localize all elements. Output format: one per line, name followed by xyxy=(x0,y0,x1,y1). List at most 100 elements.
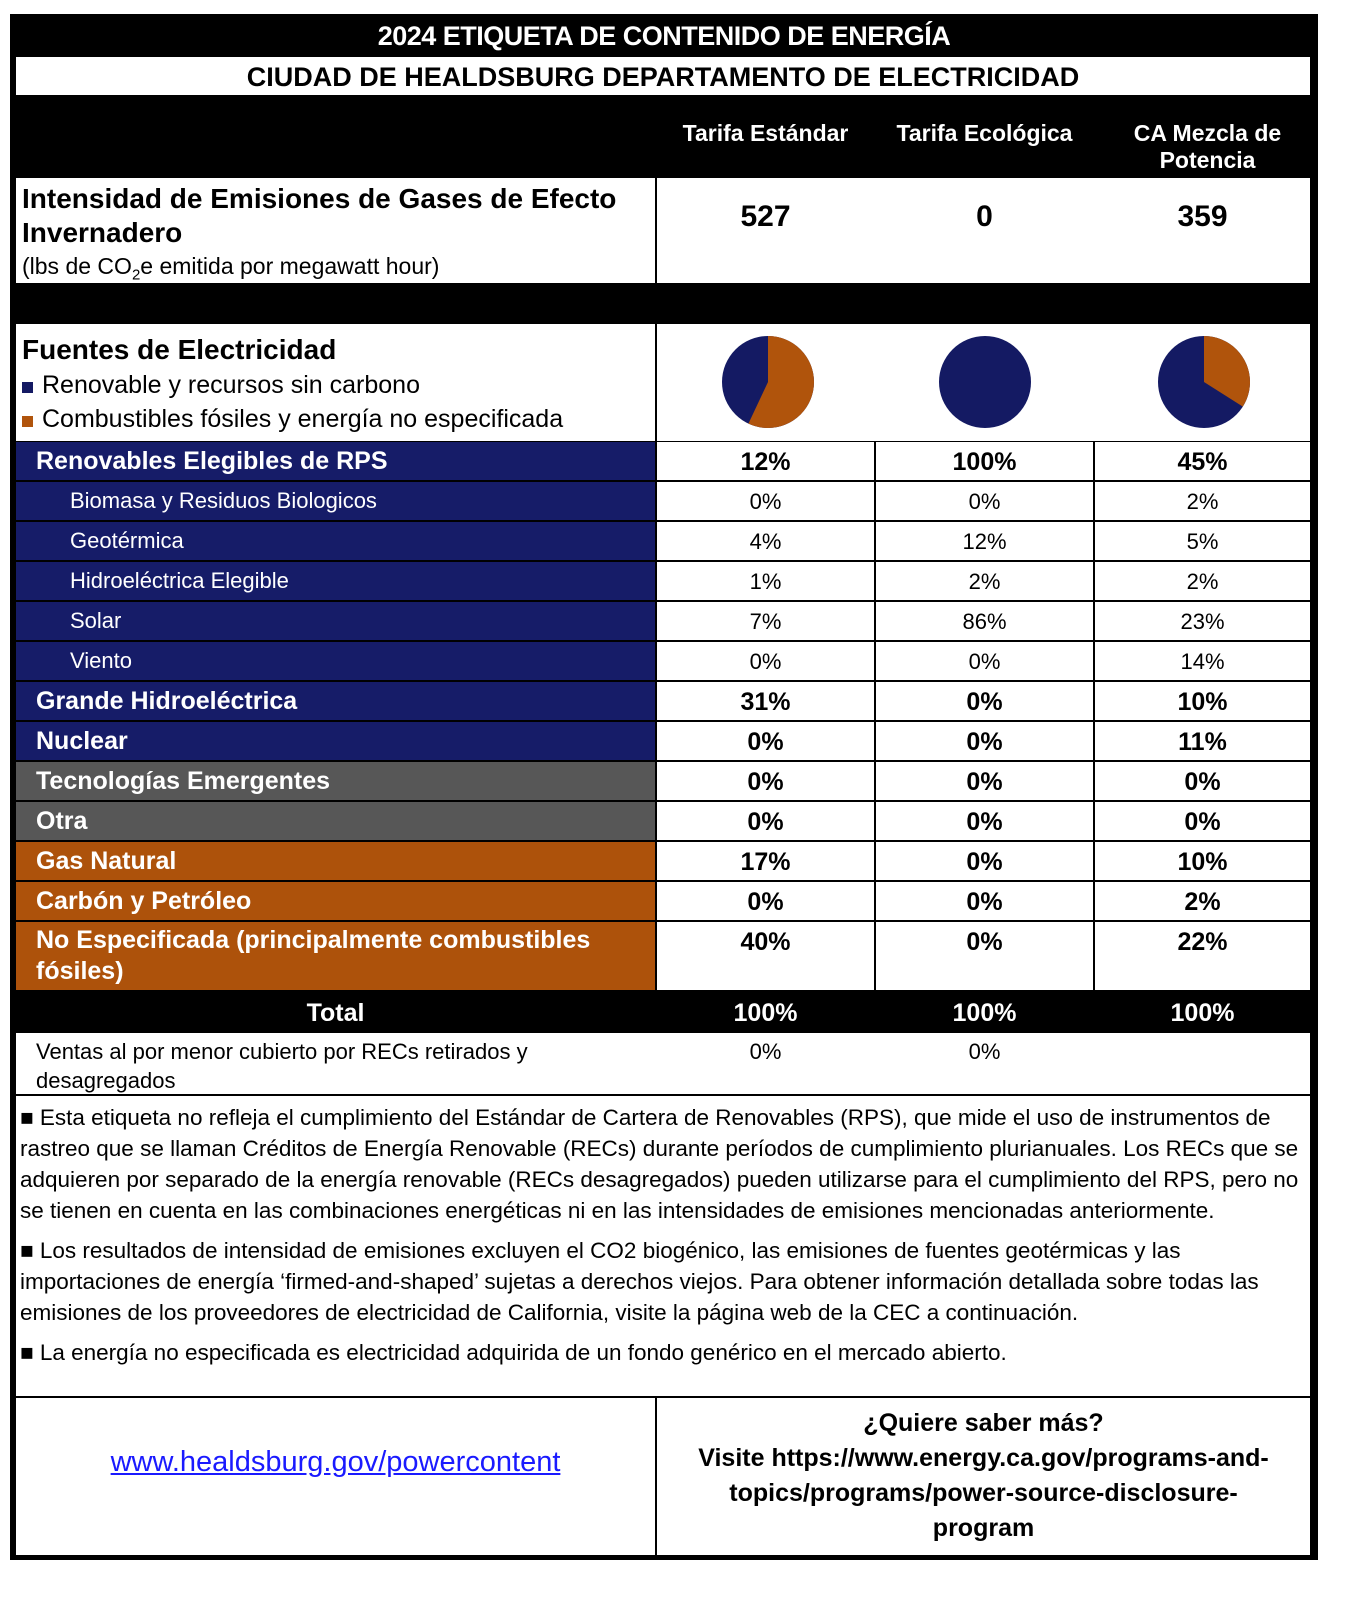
note-emissions: ■ Los resultados de intensidad de emisio… xyxy=(20,1238,1259,1325)
source-value-ca-mix: 45% xyxy=(1095,442,1310,480)
recs-standard: 0% xyxy=(749,1039,782,1064)
source-row-label: Carbón y Petróleo xyxy=(16,882,655,920)
column-header-green: Tarifa Ecológica xyxy=(896,120,1073,146)
source-value-standard: 0% xyxy=(657,882,874,920)
pie-slice-fossil xyxy=(1204,336,1250,407)
emissions-value-standard: 527 xyxy=(740,200,791,233)
footer-more-info: ¿Quiere saber más? Visite https://www.en… xyxy=(657,1398,1310,1555)
note-rps: ■ Esta etiqueta no refleja el cumplimien… xyxy=(20,1105,1299,1223)
source-value-standard: 7% xyxy=(657,602,874,640)
source-row-label: Biomasa y Residuos Biologicos xyxy=(16,482,655,520)
utility-name: CIUDAD DE HEALDSBURG DEPARTAMENTO DE ELE… xyxy=(16,57,1310,95)
healdsburg-link[interactable]: www.healdsburg.gov/powercontent xyxy=(110,1446,561,1478)
total-ca-mix: 100% xyxy=(1170,999,1235,1027)
source-value-green: 0% xyxy=(876,762,1093,800)
unit-sub: 2 xyxy=(131,266,141,284)
source-row-label: Renovables Elegibles de RPS xyxy=(16,442,655,480)
emissions-value-green: 0 xyxy=(976,200,993,233)
source-value-ca-mix: 0% xyxy=(1095,762,1310,800)
source-row-label: Geotérmica xyxy=(16,522,655,560)
source-value-green: 0% xyxy=(876,482,1093,520)
source-row-label: Nuclear xyxy=(16,722,655,760)
source-value-ca-mix: 14% xyxy=(1095,642,1310,680)
source-value-green: 0% xyxy=(876,642,1093,680)
footer-link-cell: www.healdsburg.gov/powercontent xyxy=(16,1398,655,1555)
source-row-label: Grande Hidroeléctrica xyxy=(16,682,655,720)
legend-swatch-renewable xyxy=(22,382,33,393)
source-value-ca-mix: 2% xyxy=(1095,482,1310,520)
recs-green: 0% xyxy=(968,1039,1001,1064)
source-value-green: 0% xyxy=(876,922,1093,990)
emissions-values-cell: 527 0 359 xyxy=(657,178,1310,283)
source-value-green: 0% xyxy=(876,722,1093,760)
total-label: Total xyxy=(306,999,365,1027)
legend-label: Combustibles fósiles y energía no especi… xyxy=(42,405,564,433)
pie-chart-standard xyxy=(722,336,814,428)
source-value-green: 2% xyxy=(876,562,1093,600)
source-value-ca-mix: 22% xyxy=(1095,922,1310,990)
pie-chart-green xyxy=(939,336,1031,428)
recs-label: Ventas al por menor cubierto por RECs re… xyxy=(36,1039,528,1093)
column-header-ca-mix: CA Mezcla de Potencia xyxy=(1133,120,1282,173)
source-value-ca-mix: 11% xyxy=(1095,722,1310,760)
notes: ■ Esta etiqueta no refleja el cumplimien… xyxy=(16,1096,1310,1396)
source-row-label: Hidroeléctrica Elegible xyxy=(16,562,655,600)
source-value-ca-mix: 5% xyxy=(1095,522,1310,560)
source-value-green: 12% xyxy=(876,522,1093,560)
pie-chart-ca-mix xyxy=(1158,336,1250,428)
source-value-standard: 31% xyxy=(657,682,874,720)
source-value-standard: 1% xyxy=(657,562,874,600)
unit-prefix: (lbs de CO xyxy=(22,253,132,279)
sources-pies-cell xyxy=(657,324,1310,441)
sources-title: Fuentes de Electricidad xyxy=(22,334,337,365)
source-value-standard: 0% xyxy=(657,722,874,760)
source-value-standard: 0% xyxy=(657,642,874,680)
source-value-standard: 4% xyxy=(657,522,874,560)
source-value-green: 0% xyxy=(876,842,1093,880)
note-unspecified: ■ La energía no especificada es electric… xyxy=(20,1340,1007,1365)
source-value-green: 86% xyxy=(876,602,1093,640)
source-row-label: Tecnologías Emergentes xyxy=(16,762,655,800)
unit-suffix: e emitida por megawatt hour) xyxy=(140,253,440,279)
source-value-standard: 40% xyxy=(657,922,874,990)
recs-row: Ventas al por menor cubierto por RECs re… xyxy=(16,1033,1310,1094)
source-value-standard: 12% xyxy=(657,442,874,480)
source-value-ca-mix: 2% xyxy=(1095,562,1310,600)
source-value-standard: 0% xyxy=(657,762,874,800)
legend-renewable: Renovable y recursos sin carbono xyxy=(22,368,649,402)
source-value-standard: 0% xyxy=(657,482,874,520)
source-value-ca-mix: 23% xyxy=(1095,602,1310,640)
legend-label: Renovable y recursos sin carbono xyxy=(42,371,420,399)
source-value-green: 0% xyxy=(876,882,1093,920)
source-value-green: 0% xyxy=(876,682,1093,720)
emissions-label-cell: Intensidad de Emisiones de Gases de Efec… xyxy=(16,178,655,284)
emissions-unit: (lbs de CO2e emitida por megawatt hour) xyxy=(22,250,649,292)
source-row-label: Viento xyxy=(16,642,655,680)
total-standard: 100% xyxy=(733,999,798,1027)
more-info-text: Visite https://www.energy.ca.gov/program… xyxy=(698,1444,1269,1542)
source-value-green: 0% xyxy=(876,802,1093,840)
source-row-label: No Especificada (principalmente combusti… xyxy=(16,922,655,990)
source-value-ca-mix: 10% xyxy=(1095,842,1310,880)
pie-slice-fossil xyxy=(748,336,814,428)
pie-slice-renewable xyxy=(939,336,1031,428)
energy-content-label: 2024 ETIQUETA DE CONTENIDO DE ENERGÍA CI… xyxy=(10,14,1318,1560)
total-green: 100% xyxy=(952,999,1017,1027)
source-value-standard: 17% xyxy=(657,842,874,880)
source-value-green: 100% xyxy=(876,442,1093,480)
emissions-value-ca-mix: 359 xyxy=(1177,200,1228,233)
source-row-label: Gas Natural xyxy=(16,842,655,880)
legend-swatch-fossil xyxy=(22,416,33,427)
more-info-title: ¿Quiere saber más? xyxy=(863,1409,1104,1437)
source-value-ca-mix: 10% xyxy=(1095,682,1310,720)
label-title: 2024 ETIQUETA DE CONTENIDO DE ENERGÍA xyxy=(377,21,951,51)
source-value-ca-mix: 2% xyxy=(1095,882,1310,920)
source-value-ca-mix: 0% xyxy=(1095,802,1310,840)
column-header-standard: Tarifa Estándar xyxy=(682,120,849,146)
source-value-standard: 0% xyxy=(657,802,874,840)
source-row-label: Solar xyxy=(16,602,655,640)
sources-label-cell: Fuentes de Electricidad Renovable y recu… xyxy=(16,324,655,441)
emissions-title: Intensidad de Emisiones de Gases de Efec… xyxy=(22,183,617,248)
source-row-label: Otra xyxy=(16,802,655,840)
legend-fossil: Combustibles fósiles y energía no especi… xyxy=(22,402,649,436)
